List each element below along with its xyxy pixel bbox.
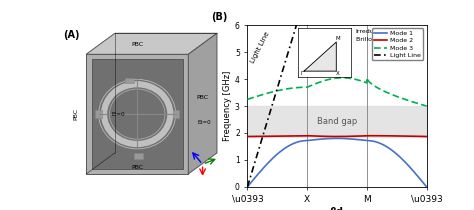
Text: Et=0: Et=0 (111, 112, 125, 117)
Text: (A): (A) (63, 30, 79, 40)
Text: Et=0: Et=0 (198, 120, 211, 125)
Polygon shape (91, 59, 183, 169)
Bar (134, 153, 143, 159)
Circle shape (99, 79, 176, 149)
Y-axis label: Frequency [GHz]: Frequency [GHz] (223, 71, 232, 141)
Text: PBC: PBC (73, 108, 78, 120)
Text: PBC: PBC (131, 165, 143, 170)
Text: Light Line: Light Line (249, 31, 271, 64)
Text: PBC: PBC (131, 42, 143, 47)
Text: Irreducible: Irreducible (356, 29, 390, 34)
Polygon shape (86, 33, 217, 54)
Bar (125, 77, 134, 83)
Text: Band gap: Band gap (317, 117, 357, 126)
Text: PBC: PBC (197, 96, 209, 100)
Text: (B): (B) (211, 12, 228, 22)
Legend: Mode 1, Mode 2, Mode 3, Light Line: Mode 1, Mode 2, Mode 3, Light Line (372, 28, 423, 60)
Bar (173, 110, 179, 118)
Polygon shape (86, 54, 188, 174)
Text: Brillouin zone: Brillouin zone (356, 37, 399, 42)
Polygon shape (188, 33, 217, 174)
Circle shape (109, 89, 165, 139)
X-axis label: $\mathbf{\beta d}$: $\mathbf{\beta d}$ (329, 205, 345, 210)
Bar (95, 110, 102, 118)
